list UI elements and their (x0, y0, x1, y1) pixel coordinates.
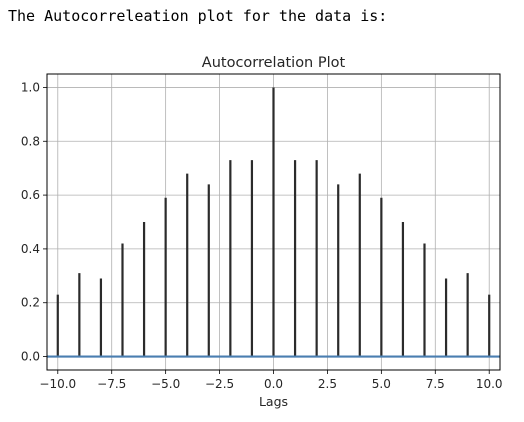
x-tick-label: 5.0 (372, 377, 391, 391)
x-tick-label: 0.0 (264, 377, 283, 391)
x-tick-label: 2.5 (318, 377, 337, 391)
y-tick-label: 0.4 (21, 242, 40, 256)
y-tick-label: 0.6 (21, 188, 40, 202)
y-tick-label: 0.8 (21, 134, 40, 148)
x-tick-label: −7.5 (97, 377, 126, 391)
x-tick-label: −5.0 (151, 377, 180, 391)
stems (56, 87, 491, 357)
x-tick-label: 7.5 (426, 377, 445, 391)
y-tick-label: 0.0 (21, 350, 40, 364)
ticks: −10.0 −7.5 −5.0 −2.5 0.0 2.5 5.0 7.5 10.0 0.0 0.2 0… (21, 80, 503, 391)
y-tick-label: 0.2 (21, 296, 40, 310)
chart-title: Autocorrelation Plot (202, 55, 346, 71)
x-tick-label: −10.0 (39, 377, 76, 391)
x-tick-label: 10.0 (476, 377, 503, 391)
y-tick-label: 1.0 (21, 80, 40, 94)
x-axis-title: Lags (259, 394, 288, 409)
output-text: The Autocorreleation plot for the data i… (8, 7, 388, 25)
x-tick-label: −2.5 (205, 377, 234, 391)
